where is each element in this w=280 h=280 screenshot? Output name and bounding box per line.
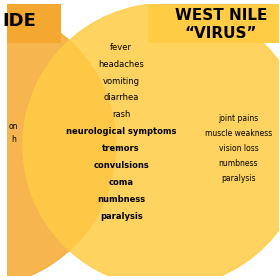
Text: muscle weakness: muscle weakness [205,129,272,138]
Text: IDE: IDE [2,12,36,30]
Text: rash: rash [112,110,130,119]
Text: “VIRUS”: “VIRUS” [185,26,257,41]
Circle shape [0,4,116,280]
Text: joint pains: joint pains [218,114,259,123]
Text: diarrhea: diarrhea [103,94,139,102]
Text: vomiting: vomiting [103,76,140,86]
Text: paralysis: paralysis [221,174,256,183]
Text: neurological symptoms: neurological symptoms [66,127,176,136]
Circle shape [23,4,280,280]
FancyBboxPatch shape [148,0,280,43]
Text: h: h [11,136,16,144]
Text: fever: fever [110,43,132,52]
Text: headaches: headaches [98,60,144,69]
Text: paralysis: paralysis [100,212,143,221]
Text: coma: coma [109,178,134,187]
Text: numbness: numbness [219,159,258,168]
Text: on: on [9,122,18,131]
Text: numbness: numbness [97,195,145,204]
Text: vision loss: vision loss [219,144,258,153]
Text: tremors: tremors [102,144,140,153]
FancyBboxPatch shape [0,0,61,43]
Text: convulsions: convulsions [93,161,149,170]
Text: WEST NILE: WEST NILE [174,8,267,23]
